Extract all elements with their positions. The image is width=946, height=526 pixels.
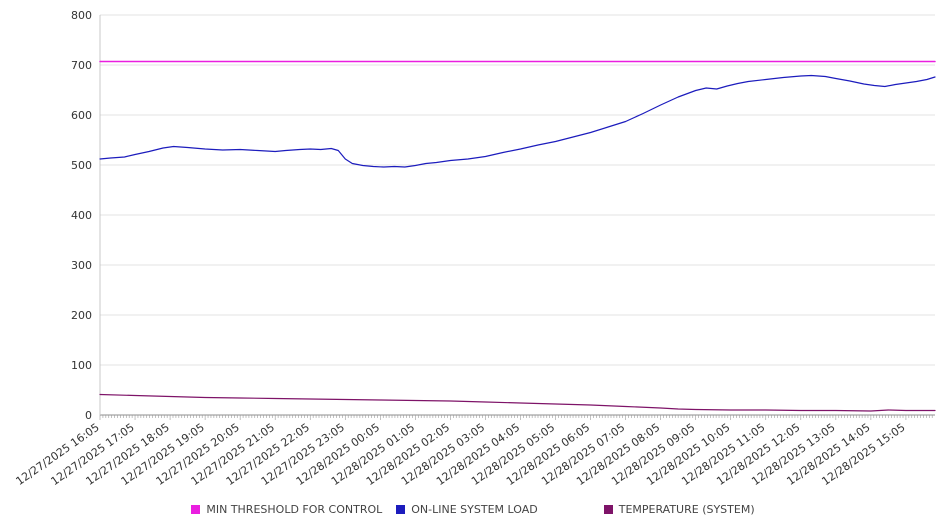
legend-item-temperature-system[interactable]: TEMPERATURE (SYSTEM) (603, 503, 755, 516)
svg-text:600: 600 (71, 109, 92, 122)
legend-label-online-system-load: ON-LINE SYSTEM LOAD (411, 503, 538, 516)
svg-text:300: 300 (71, 259, 92, 272)
svg-text:400: 400 (71, 209, 92, 222)
legend-item-min-threshold[interactable]: MIN THRESHOLD FOR CONTROL (191, 503, 382, 516)
legend-swatch-temperature-system-icon (603, 505, 613, 514)
legend-item-online-system-load[interactable]: ON-LINE SYSTEM LOAD (396, 503, 538, 516)
svg-text:800: 800 (71, 9, 92, 22)
chart-legend: MIN THRESHOLD FOR CONTROL ON-LINE SYSTEM… (0, 503, 946, 516)
svg-text:200: 200 (71, 309, 92, 322)
legend-swatch-min-threshold-icon (191, 505, 201, 514)
legend-label-temperature-system: TEMPERATURE (SYSTEM) (618, 503, 755, 516)
svg-text:700: 700 (71, 59, 92, 72)
legend-label-min-threshold: MIN THRESHOLD FOR CONTROL (206, 503, 383, 516)
legend-swatch-online-system-load-icon (396, 505, 406, 514)
svg-text:100: 100 (71, 359, 92, 372)
svg-text:500: 500 (71, 159, 92, 172)
svg-text:0: 0 (85, 409, 92, 422)
